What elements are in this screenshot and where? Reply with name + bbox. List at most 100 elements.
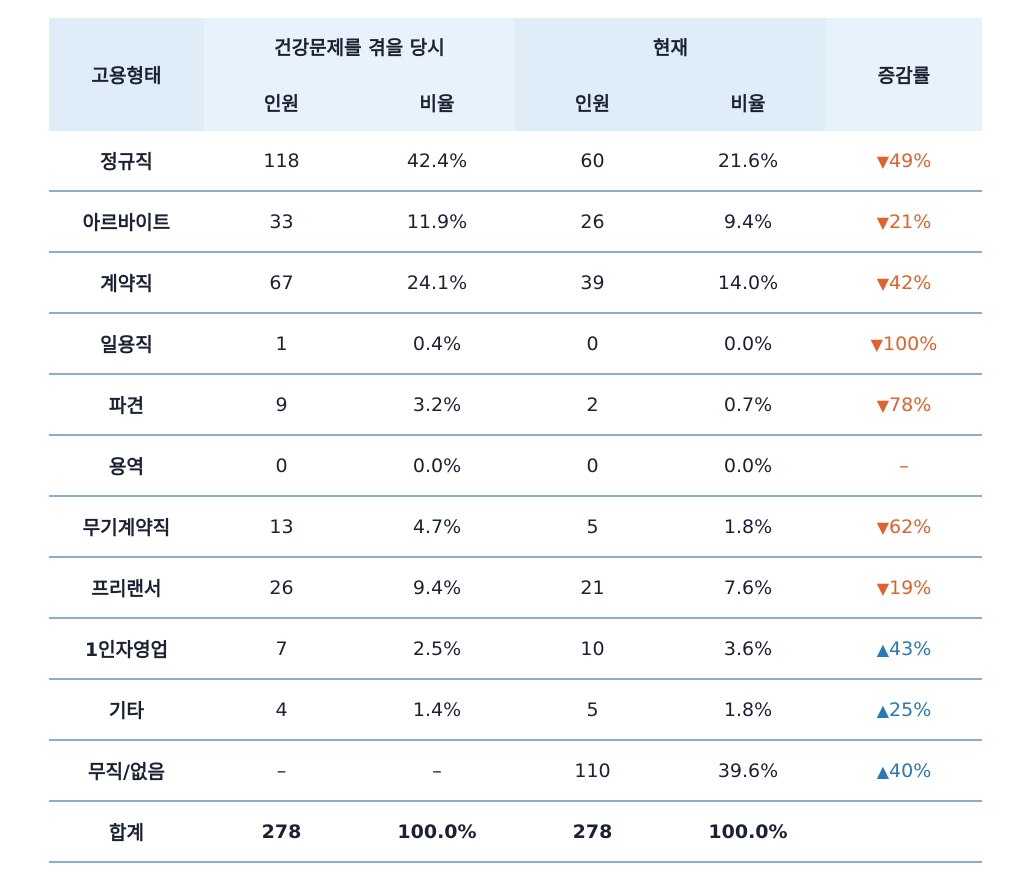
- cell-now-people: 5: [515, 496, 670, 558]
- total-change-rate: [826, 801, 982, 863]
- cell-then-ratio: 3.2%: [359, 374, 515, 436]
- table-row: 정규직 118 42.4% 60 21.6% ▼49%: [49, 131, 982, 192]
- total-now-people: 278: [515, 801, 670, 863]
- cell-now-people: 110: [515, 740, 670, 802]
- cell-now-ratio: 0.0%: [670, 435, 826, 497]
- cell-employment-type: 아르바이트: [49, 191, 204, 253]
- cell-now-ratio: 14.0%: [670, 252, 826, 314]
- table-row: 프리랜서 26 9.4% 21 7.6% ▼19%: [49, 557, 982, 619]
- change-rate-value: 19%: [889, 576, 932, 599]
- triangle-down-icon: ▼: [876, 517, 890, 537]
- cell-change-rate: ▲40%: [826, 740, 982, 802]
- table-row: 아르바이트 33 11.9% 26 9.4% ▼21%: [49, 191, 982, 253]
- total-label: 합계: [49, 801, 204, 863]
- change-rate-value: 40%: [889, 759, 932, 782]
- cell-now-people: 21: [515, 557, 670, 619]
- cell-then-people: 9: [204, 374, 359, 436]
- triangle-down-icon: ▼: [876, 273, 890, 293]
- cell-then-ratio: 9.4%: [359, 557, 515, 619]
- cell-now-ratio: 0.0%: [670, 313, 826, 375]
- cell-now-people: 26: [515, 191, 670, 253]
- cell-then-people: 13: [204, 496, 359, 558]
- change-rate-value: 49%: [889, 149, 932, 172]
- triangle-up-icon: ▲: [876, 639, 890, 659]
- cell-then-people: 26: [204, 557, 359, 619]
- cell-now-ratio: 9.4%: [670, 191, 826, 253]
- cell-employment-type: 무기계약직: [49, 496, 204, 558]
- cell-change-rate: ▼49%: [826, 131, 982, 192]
- table-total-row: 합계 278 100.0% 278 100.0%: [49, 801, 982, 863]
- cell-change-rate: ▼19%: [826, 557, 982, 619]
- header-now-ratio: 비율: [670, 74, 826, 131]
- cell-employment-type: 기타: [49, 679, 204, 741]
- employment-type-table: 고용형태 건강문제를 겪을 당시 현재 증감률 인원 비율 인원 비율 정규직 1…: [49, 18, 982, 863]
- header-then-people: 인원: [204, 74, 359, 131]
- total-then-ratio: 100.0%: [359, 801, 515, 863]
- cell-employment-type: 무직/없음: [49, 740, 204, 802]
- cell-then-people: 1: [204, 313, 359, 375]
- cell-then-ratio: 4.7%: [359, 496, 515, 558]
- cell-now-ratio: 7.6%: [670, 557, 826, 619]
- cell-then-ratio: 0.4%: [359, 313, 515, 375]
- cell-then-ratio: 24.1%: [359, 252, 515, 314]
- header-then-ratio: 비율: [359, 74, 515, 131]
- cell-now-ratio: 1.8%: [670, 496, 826, 558]
- change-rate-value: 100%: [882, 332, 938, 355]
- cell-employment-type: 파견: [49, 374, 204, 436]
- cell-change-rate: ▼62%: [826, 496, 982, 558]
- cell-now-people: 60: [515, 131, 670, 192]
- table-row: 무기계약직 13 4.7% 5 1.8% ▼62%: [49, 496, 982, 558]
- total-then-people: 278: [204, 801, 359, 863]
- table-row: 1인자영업 7 2.5% 10 3.6% ▲43%: [49, 618, 982, 680]
- cell-then-people: 67: [204, 252, 359, 314]
- change-rate-value: 25%: [889, 698, 932, 721]
- cell-change-rate: ▲25%: [826, 679, 982, 741]
- cell-then-ratio: 1.4%: [359, 679, 515, 741]
- cell-employment-type: 일용직: [49, 313, 204, 375]
- cell-then-ratio: 2.5%: [359, 618, 515, 680]
- table-row: 무직/없음 – –110 39.6% ▲40%: [49, 740, 982, 802]
- triangle-down-icon: ▼: [876, 578, 890, 598]
- cell-now-people: 0: [515, 313, 670, 375]
- cell-then-ratio: 42.4%: [359, 131, 515, 192]
- cell-then-people: 0: [204, 435, 359, 497]
- triangle-up-icon: ▲: [876, 700, 890, 720]
- employment-table-container: 고용형태 건강문제를 겪을 당시 현재 증감률 인원 비율 인원 비율 정규직 1…: [49, 18, 982, 863]
- cell-then-people: 33: [204, 191, 359, 253]
- table-header: 고용형태 건강문제를 겪을 당시 현재 증감률 인원 비율 인원 비율: [49, 18, 982, 131]
- triangle-down-icon: ▼: [870, 334, 883, 354]
- triangle-down-icon: ▼: [876, 212, 890, 232]
- cell-then-people: –: [204, 740, 359, 802]
- header-group-then: 건강문제를 겪을 당시: [204, 18, 515, 74]
- cell-change-rate: ▼21%: [826, 191, 982, 253]
- header-now-people: 인원: [515, 74, 670, 131]
- cell-change-rate: ▼78%: [826, 374, 982, 436]
- table-row: 일용직 1 0.4% 0 0.0% ▼100%: [49, 313, 982, 375]
- table-row: 파견 9 3.2% 2 0.7% ▼78%: [49, 374, 982, 436]
- cell-change-rate: ▼100%: [826, 313, 982, 375]
- triangle-down-icon: ▼: [876, 395, 890, 415]
- change-rate-value: 62%: [889, 515, 932, 538]
- change-rate-value: 21%: [889, 210, 932, 233]
- triangle-up-icon: ▲: [876, 761, 890, 781]
- header-employment-type: 고용형태: [49, 18, 204, 131]
- change-rate-value: 78%: [889, 393, 932, 416]
- cell-change-rate: ▲43%: [826, 618, 982, 680]
- change-rate-value: 43%: [889, 637, 932, 660]
- triangle-down-icon: ▼: [876, 151, 890, 171]
- change-rate-value: –: [899, 454, 909, 477]
- cell-now-ratio: 3.6%: [670, 618, 826, 680]
- cell-now-people: 0: [515, 435, 670, 497]
- table-row: 용역 0 0.0% 0 0.0% –: [49, 435, 982, 497]
- cell-now-ratio: 1.8%: [670, 679, 826, 741]
- cell-then-people: 118: [204, 131, 359, 192]
- cell-employment-type: 프리랜서: [49, 557, 204, 619]
- cell-then-ratio: 11.9%: [359, 191, 515, 253]
- header-group-now: 현재: [515, 18, 826, 74]
- table-row: 계약직 67 24.1% 39 14.0% ▼42%: [49, 252, 982, 314]
- cell-employment-type: 정규직: [49, 131, 204, 192]
- cell-change-rate: –: [826, 435, 982, 497]
- cell-employment-type: 계약직: [49, 252, 204, 314]
- cell-then-people: 4: [204, 679, 359, 741]
- cell-now-people: 5: [515, 679, 670, 741]
